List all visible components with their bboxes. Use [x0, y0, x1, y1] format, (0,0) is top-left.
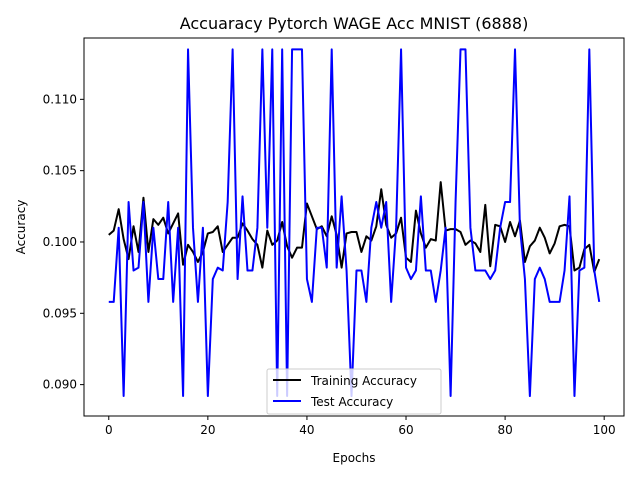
x-axis-ticks: 0 20 40 60 80 100 — [105, 416, 616, 437]
y-tick-label: 0.110 — [43, 92, 77, 106]
x-axis-label: Epochs — [333, 451, 376, 465]
y-tick-label: 0.090 — [43, 378, 77, 392]
y-tick-label: 0.100 — [43, 235, 77, 249]
chart-title: Accuaracy Pytorch WAGE Acc MNIST (6888) — [180, 14, 529, 33]
chart-legend: Training Accuracy Test Accuracy — [266, 368, 442, 415]
x-tick-label: 80 — [497, 423, 512, 437]
y-axis-label: Accuracy — [14, 200, 28, 255]
legend-box — [266, 368, 442, 415]
y-tick-label: 0.095 — [43, 306, 77, 320]
axes-frame — [83, 37, 625, 417]
x-tick-label: 20 — [200, 423, 215, 437]
x-tick-label: 60 — [398, 423, 413, 437]
x-tick-label: 40 — [299, 423, 314, 437]
y-tick-label: 0.105 — [43, 164, 77, 178]
series-layer — [108, 48, 601, 398]
legend-label-training: Training Accuracy — [310, 374, 417, 388]
test-accuracy-line — [108, 48, 601, 398]
training-accuracy-line — [108, 181, 601, 273]
x-tick-label: 100 — [593, 423, 616, 437]
x-tick-label: 0 — [105, 423, 113, 437]
legend-label-test: Test Accuracy — [310, 395, 393, 409]
y-axis-ticks: 0.090 0.095 0.100 0.105 0.110 — [43, 92, 84, 392]
